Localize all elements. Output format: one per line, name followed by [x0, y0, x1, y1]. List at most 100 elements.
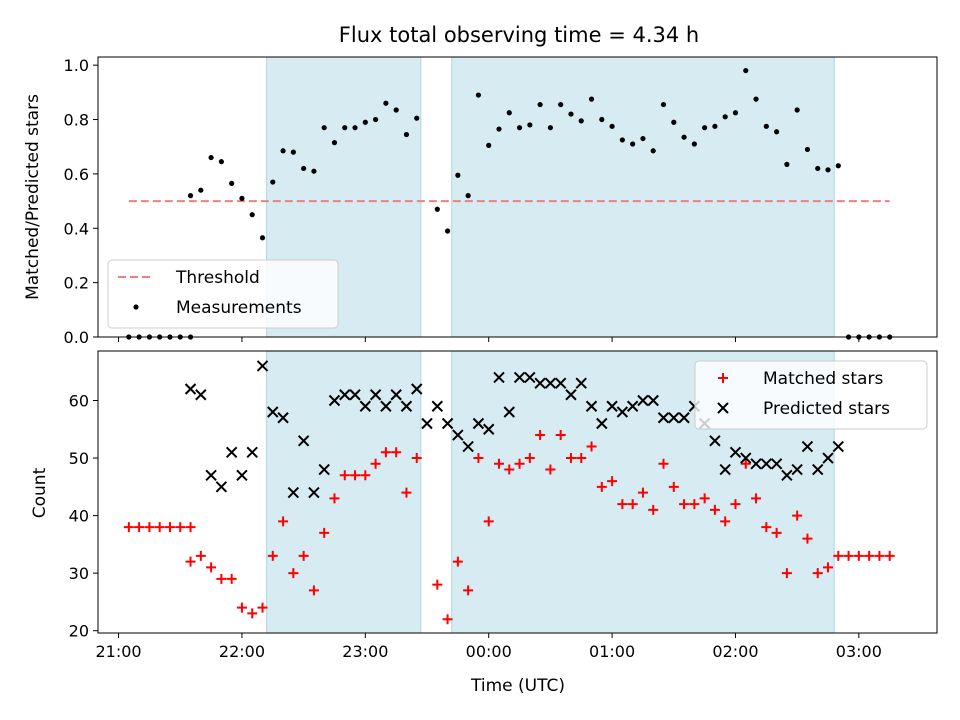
data-point [311, 168, 317, 174]
data-point [751, 493, 762, 504]
data-point [588, 96, 595, 102]
data-point [215, 481, 228, 493]
data-point [668, 481, 679, 492]
data-point [640, 135, 646, 142]
data-point [544, 377, 557, 389]
data-point [689, 499, 700, 510]
data-point [679, 499, 690, 510]
data-point [719, 463, 731, 476]
data-point [390, 389, 402, 401]
data-point [267, 406, 279, 418]
data-point [483, 423, 495, 435]
data-point [668, 412, 680, 424]
x-tick-label: 02:00 [712, 642, 758, 661]
data-point [452, 556, 463, 567]
data-point [144, 522, 155, 533]
data-point [791, 463, 803, 476]
x-tick-label: 22:00 [219, 642, 265, 661]
data-point [740, 458, 751, 469]
data-point [648, 504, 659, 515]
data-point [369, 389, 382, 401]
data-point [565, 389, 577, 401]
data-point [729, 446, 742, 458]
data-point [123, 522, 134, 533]
data-point [225, 446, 238, 458]
data-point [328, 394, 341, 407]
data-point [403, 131, 410, 138]
data-point [524, 371, 536, 384]
data-point [164, 522, 175, 533]
data-point [554, 377, 567, 389]
data-point [370, 458, 381, 469]
data-point [770, 458, 783, 470]
legend-x-icon [717, 402, 729, 414]
data-point [691, 141, 697, 147]
data-point [833, 550, 844, 561]
data-point [239, 195, 245, 201]
data-point [380, 400, 392, 412]
shaded-interval [451, 56, 835, 338]
data-point [339, 470, 350, 481]
data-point [671, 119, 677, 125]
legend-label: Predicted stars [763, 399, 890, 419]
data-point [400, 400, 413, 412]
data-point [154, 522, 165, 533]
data-point [236, 469, 248, 482]
data-point [256, 360, 269, 372]
data-point [637, 394, 649, 407]
data-point [702, 125, 708, 131]
data-point [463, 585, 474, 596]
x-tick-label: 21:00 [96, 642, 142, 661]
series-predicted-stars [184, 360, 845, 499]
data-point [537, 101, 543, 108]
data-point [743, 67, 749, 74]
top-panel: 0.0 0.2 0.4 0.6 0.8 1.0 Threshold Measurements [64, 56, 938, 347]
data-point [781, 469, 793, 482]
legend-box [694, 360, 928, 430]
data-point [185, 522, 196, 533]
data-point [730, 499, 741, 510]
data-point [681, 134, 687, 140]
data-point [843, 550, 854, 561]
data-point [349, 389, 361, 401]
data-point [576, 453, 587, 464]
x-tick-label: 23:00 [342, 642, 388, 661]
data-point [442, 614, 453, 625]
series-matched-stars [123, 430, 895, 625]
data-point [187, 193, 194, 199]
y-tick-label: 0.2 [64, 274, 89, 293]
x-tick-label: 00:00 [466, 642, 512, 661]
data-point [545, 464, 556, 475]
bottom-panel: 20 30 40 50 60 21:00 22:00 23:00 00:00 01:00 02:00… [69, 350, 938, 661]
data-point [823, 562, 834, 573]
data-point [647, 394, 659, 407]
data-point [650, 148, 656, 154]
data-point [514, 458, 525, 469]
y-tick-label: 0.4 [64, 219, 89, 238]
data-point [257, 602, 268, 613]
data-point [599, 116, 605, 123]
data-point [781, 568, 792, 579]
data-point [331, 140, 338, 146]
data-point [216, 573, 227, 584]
data-point [864, 550, 875, 561]
y-tick-label: 40 [69, 507, 89, 526]
y-tick-label: 0.0 [64, 328, 89, 347]
data-point [516, 125, 523, 131]
data-point [280, 148, 286, 154]
data-point [617, 499, 628, 510]
data-point [475, 92, 482, 98]
data-point [360, 470, 371, 481]
data-point [774, 129, 780, 135]
data-point [853, 550, 864, 561]
data-point [750, 458, 762, 470]
data-point [373, 116, 379, 123]
data-point [205, 469, 217, 482]
bottom-axes-frame [97, 350, 938, 634]
data-point [339, 389, 351, 401]
data-point [616, 406, 629, 418]
y-tick-label: 60 [69, 391, 89, 410]
legend-label: Measurements [176, 298, 302, 318]
data-point [301, 165, 307, 172]
data-point [792, 510, 803, 521]
